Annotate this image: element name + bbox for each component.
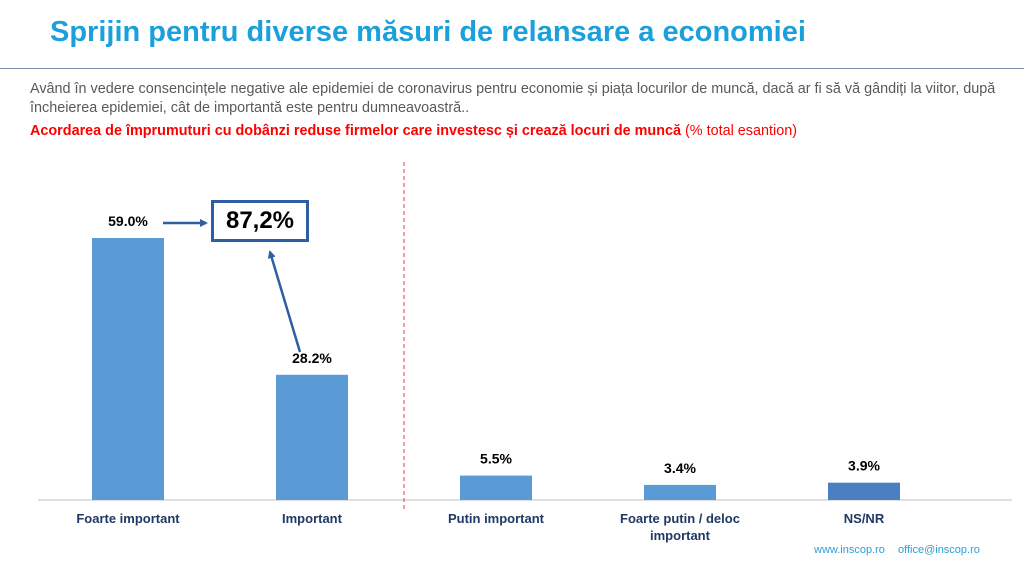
bar-3 xyxy=(644,484,716,500)
category-label-1: Important xyxy=(282,511,343,526)
title-divider xyxy=(0,68,1024,69)
category-label-4: NS/NR xyxy=(844,511,885,526)
bar-1 xyxy=(276,374,348,500)
value-label-1: 28.2% xyxy=(292,350,332,366)
question-text: Având în vedere consencințele negative a… xyxy=(30,81,996,116)
category-label-3-line-0: Foarte putin / deloc xyxy=(620,511,740,526)
footer: www.inscop.ro office@inscop.ro xyxy=(814,544,990,556)
bar-2 xyxy=(460,475,532,500)
value-label-3: 3.4% xyxy=(664,460,696,476)
value-label-2: 5.5% xyxy=(480,451,512,467)
total-important-callout: 87,2% xyxy=(211,200,309,242)
title-bar: Sprijin pentru diverse măsuri de relansa… xyxy=(0,0,1024,68)
page-title: Sprijin pentru diverse măsuri de relansa… xyxy=(50,16,806,48)
footer-website[interactable]: www.inscop.ro xyxy=(814,544,885,556)
bar-4 xyxy=(828,482,900,500)
measure-unit: (% total esantion) xyxy=(685,123,797,139)
footer-email[interactable]: office@inscop.ro xyxy=(897,544,980,556)
bar-0 xyxy=(92,238,164,500)
category-label-3-line-1: important xyxy=(650,528,711,543)
measure-text: Acordarea de împrumuturi cu dobânzi redu… xyxy=(30,123,682,139)
measure-line: Acordarea de împrumuturi cu dobânzi redu… xyxy=(30,122,1010,141)
value-label-4: 3.9% xyxy=(848,458,880,474)
value-label-0: 59.0% xyxy=(108,213,148,229)
arrow-from-important xyxy=(267,250,302,353)
category-label-0: Foarte important xyxy=(76,511,180,526)
category-label-2: Putin important xyxy=(448,511,545,526)
